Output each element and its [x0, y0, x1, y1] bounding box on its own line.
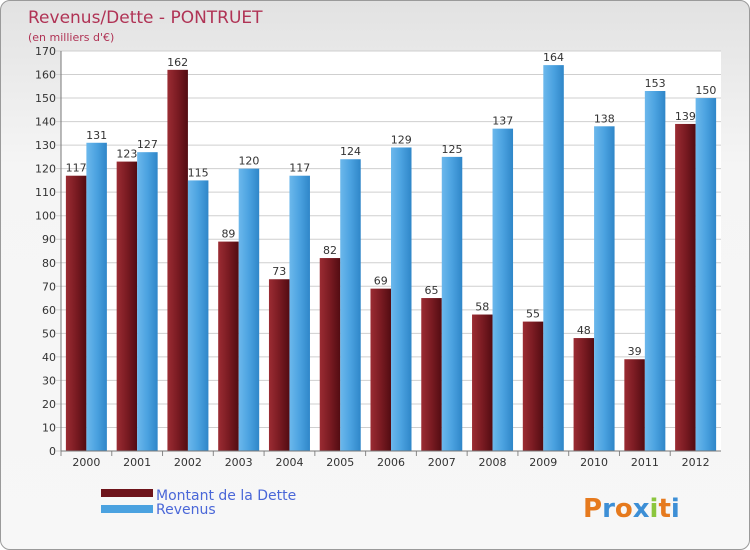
legend-label-debt: Montant de la Dette	[156, 488, 296, 504]
bar-revenus	[644, 91, 666, 451]
y-tick-label: 120	[35, 163, 56, 176]
value-label-revenus: 131	[86, 129, 107, 142]
value-label-revenus: 120	[238, 155, 259, 168]
axis-layer: 0 10 20 30 40 50 60 70 80 90 100 110 120 130 140 150 160…	[35, 45, 721, 469]
x-tick-label: 2006	[377, 456, 405, 469]
y-tick-label: 50	[42, 327, 56, 340]
x-tick-label: 2002	[174, 456, 202, 469]
bar-debt	[573, 338, 595, 451]
value-label-debt: 117	[66, 162, 87, 175]
y-tick-label: 160	[35, 69, 56, 82]
value-label-revenus: 137	[492, 115, 513, 128]
y-tick-label: 80	[42, 257, 56, 270]
value-label-debt: 73	[272, 265, 286, 278]
value-label-revenus: 153	[645, 77, 666, 90]
value-label-debt: 89	[221, 228, 235, 241]
y-tick-label: 70	[42, 280, 56, 293]
bar-revenus	[86, 142, 107, 451]
chart-subtitle: (en milliers d'€)	[28, 31, 114, 44]
bar-debt	[116, 161, 138, 451]
y-tick-label: 100	[35, 210, 56, 223]
bar-revenus	[289, 175, 310, 452]
bar-debt	[421, 298, 442, 451]
value-label-debt: 162	[167, 56, 188, 69]
value-label-revenus: 164	[543, 51, 564, 64]
value-label-debt: 69	[374, 275, 388, 288]
x-tick-label: 2004	[275, 456, 303, 469]
bar-revenus	[137, 152, 158, 452]
bar-revenus	[187, 180, 209, 452]
y-tick-label: 10	[42, 421, 56, 434]
x-tick-label: 2009	[529, 456, 557, 469]
x-tick-label: 2011	[631, 456, 659, 469]
svg-text:Proxiti: Proxiti	[583, 494, 680, 524]
legend: Montant de la Dette Revenus	[101, 488, 296, 518]
x-tick-label: 2000	[72, 456, 100, 469]
value-label-revenus: 150	[695, 84, 716, 97]
value-label-debt: 39	[628, 345, 642, 358]
bar-debt	[65, 175, 87, 452]
chart-title: Revenus/Dette - PONTRUET	[28, 8, 263, 28]
x-tick-label: 2005	[326, 456, 354, 469]
x-tick-label: 2001	[123, 456, 151, 469]
bar-revenus	[594, 126, 615, 451]
value-label-debt: 123	[116, 148, 137, 161]
y-tick-label: 0	[49, 445, 56, 458]
value-label-revenus: 124	[340, 145, 361, 158]
x-tick-label: 2010	[580, 456, 608, 469]
value-label-revenus: 138	[594, 112, 615, 125]
x-tick-label: 2007	[428, 456, 456, 469]
bar-debt	[522, 321, 544, 451]
y-tick-label: 20	[42, 398, 56, 411]
y-tick-label: 140	[35, 116, 56, 129]
bar-revenus	[492, 128, 514, 451]
bar-debt	[675, 123, 696, 452]
proxiti-logo: Proxiti	[583, 494, 680, 524]
bar-revenus	[543, 65, 564, 451]
bar-revenus	[391, 147, 412, 451]
bar-revenus	[238, 168, 260, 451]
bar-debt	[370, 288, 391, 451]
bar-debt	[218, 241, 239, 451]
y-tick-label: 60	[42, 304, 56, 317]
value-label-revenus: 117	[289, 162, 310, 175]
value-label-debt: 82	[323, 244, 337, 257]
x-tick-label: 2003	[225, 456, 253, 469]
value-label-revenus: 129	[391, 133, 412, 146]
legend-swatch-debt	[101, 489, 153, 497]
y-tick-label: 150	[35, 92, 56, 105]
bar-revenus	[695, 98, 717, 451]
value-label-debt: 139	[675, 110, 696, 123]
value-label-debt: 65	[425, 284, 439, 297]
bar-revenus	[441, 156, 463, 451]
bar-debt	[167, 69, 188, 451]
value-label-debt: 55	[526, 308, 540, 321]
value-label-debt: 58	[475, 301, 489, 314]
bar-revenus	[340, 159, 361, 451]
legend-swatch-revenus	[101, 505, 153, 513]
value-label-debt: 48	[577, 324, 591, 337]
bar-debt	[624, 359, 645, 451]
value-label-revenus: 115	[188, 166, 209, 179]
bar-debt	[268, 279, 290, 451]
bar-debt	[319, 258, 341, 451]
y-tick-label: 40	[42, 351, 56, 364]
x-tick-label: 2012	[682, 456, 710, 469]
y-tick-label: 170	[35, 45, 56, 58]
y-tick-label: 130	[35, 139, 56, 152]
value-label-revenus: 125	[442, 143, 463, 156]
y-tick-label: 90	[42, 233, 56, 246]
y-tick-label: 30	[42, 374, 56, 387]
x-tick-label: 2008	[479, 456, 507, 469]
bar-debt	[472, 314, 493, 451]
y-tick-label: 110	[35, 186, 56, 199]
legend-label-revenus: Revenus	[156, 502, 216, 518]
value-label-revenus: 127	[137, 138, 158, 151]
